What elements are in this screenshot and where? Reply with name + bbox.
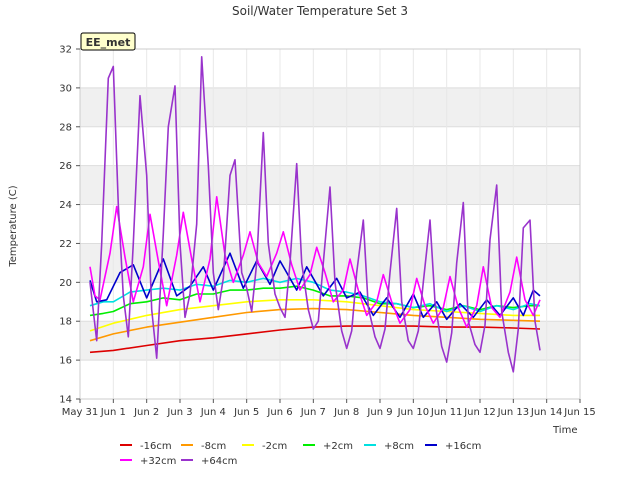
x-tick-label: Jun 1 xyxy=(100,407,126,418)
x-tick-label: Jun 5 xyxy=(233,407,259,418)
x-tick-label: Jun 2 xyxy=(133,407,159,418)
site-label-box: EE_met xyxy=(80,32,136,51)
grid-band xyxy=(80,243,580,283)
plot-frame xyxy=(79,48,581,400)
series-line-+64cm xyxy=(89,55,541,373)
y-tick-label: 30 xyxy=(59,83,72,94)
y-tick-label: 20 xyxy=(59,278,72,289)
x-tick-label: Jun 6 xyxy=(266,407,292,418)
x-tick-label: Jun 15 xyxy=(563,407,596,418)
legend: -16cm -8cm -2cm +2cm +8cm +16cm +32cm +64cm xyxy=(120,441,481,467)
legend-label: -8cm xyxy=(201,441,226,452)
legend-item: +8cm xyxy=(364,441,414,452)
x-tick-label: Jun 4 xyxy=(200,407,226,418)
grid-band xyxy=(80,87,580,127)
legend-label: +2cm xyxy=(323,441,353,452)
legend-label: -16cm xyxy=(140,441,172,452)
y-tick-label: 26 xyxy=(59,161,72,172)
x-tick-label: May 31 xyxy=(62,407,99,418)
site-label: EE_met xyxy=(86,36,131,49)
x-tick-label: Jun 14 xyxy=(530,407,563,418)
legend-item: +32cm xyxy=(120,456,176,467)
legend-label: +16cm xyxy=(445,441,481,452)
x-tick-label: Jun 10 xyxy=(397,407,430,418)
legend-label: +8cm xyxy=(384,441,414,452)
chart-title: Soil/Water Temperature Set 3 xyxy=(232,4,408,18)
y-tick-label: 28 xyxy=(59,122,72,133)
legend-label: +32cm xyxy=(140,456,176,467)
legend-item: +64cm xyxy=(181,456,237,467)
y-tick-label: 16 xyxy=(59,356,72,367)
series-line-+32cm xyxy=(89,196,541,328)
legend-item: +2cm xyxy=(303,441,353,452)
series-line-+16cm xyxy=(89,252,541,321)
y-tick-label: 22 xyxy=(59,239,72,250)
y-axis-label: Temperature (C) xyxy=(8,185,19,267)
series-line-+8cm xyxy=(89,277,541,313)
x-axis-label: Time xyxy=(552,425,577,436)
legend-item: -2cm xyxy=(242,441,287,452)
x-tick-label: Jun 7 xyxy=(300,407,326,418)
x-tick-label: Jun 8 xyxy=(333,407,359,418)
x-tick-label: Jun 9 xyxy=(366,407,392,418)
axes: 14 16 18 20 22 24 26 28 30 32 May 31 Jun 1 Jun 2 Jun … xyxy=(59,45,596,419)
legend-item: -16cm xyxy=(120,441,172,452)
plot-lines xyxy=(89,55,541,373)
x-tick-label: Jun 3 xyxy=(166,407,192,418)
y-tick-label: 18 xyxy=(59,317,72,328)
legend-item: +16cm xyxy=(425,441,481,452)
legend-item: -8cm xyxy=(181,441,226,452)
legend-label: +64cm xyxy=(201,456,237,467)
legend-label: -2cm xyxy=(262,441,287,452)
x-tick-label: Jun 13 xyxy=(497,407,530,418)
y-tick-label: 32 xyxy=(59,45,72,56)
y-tick-label: 14 xyxy=(59,395,72,406)
x-tick-label: Jun 12 xyxy=(463,407,496,418)
y-tick-label: 24 xyxy=(59,200,72,211)
x-tick-label: Jun 11 xyxy=(430,407,463,418)
